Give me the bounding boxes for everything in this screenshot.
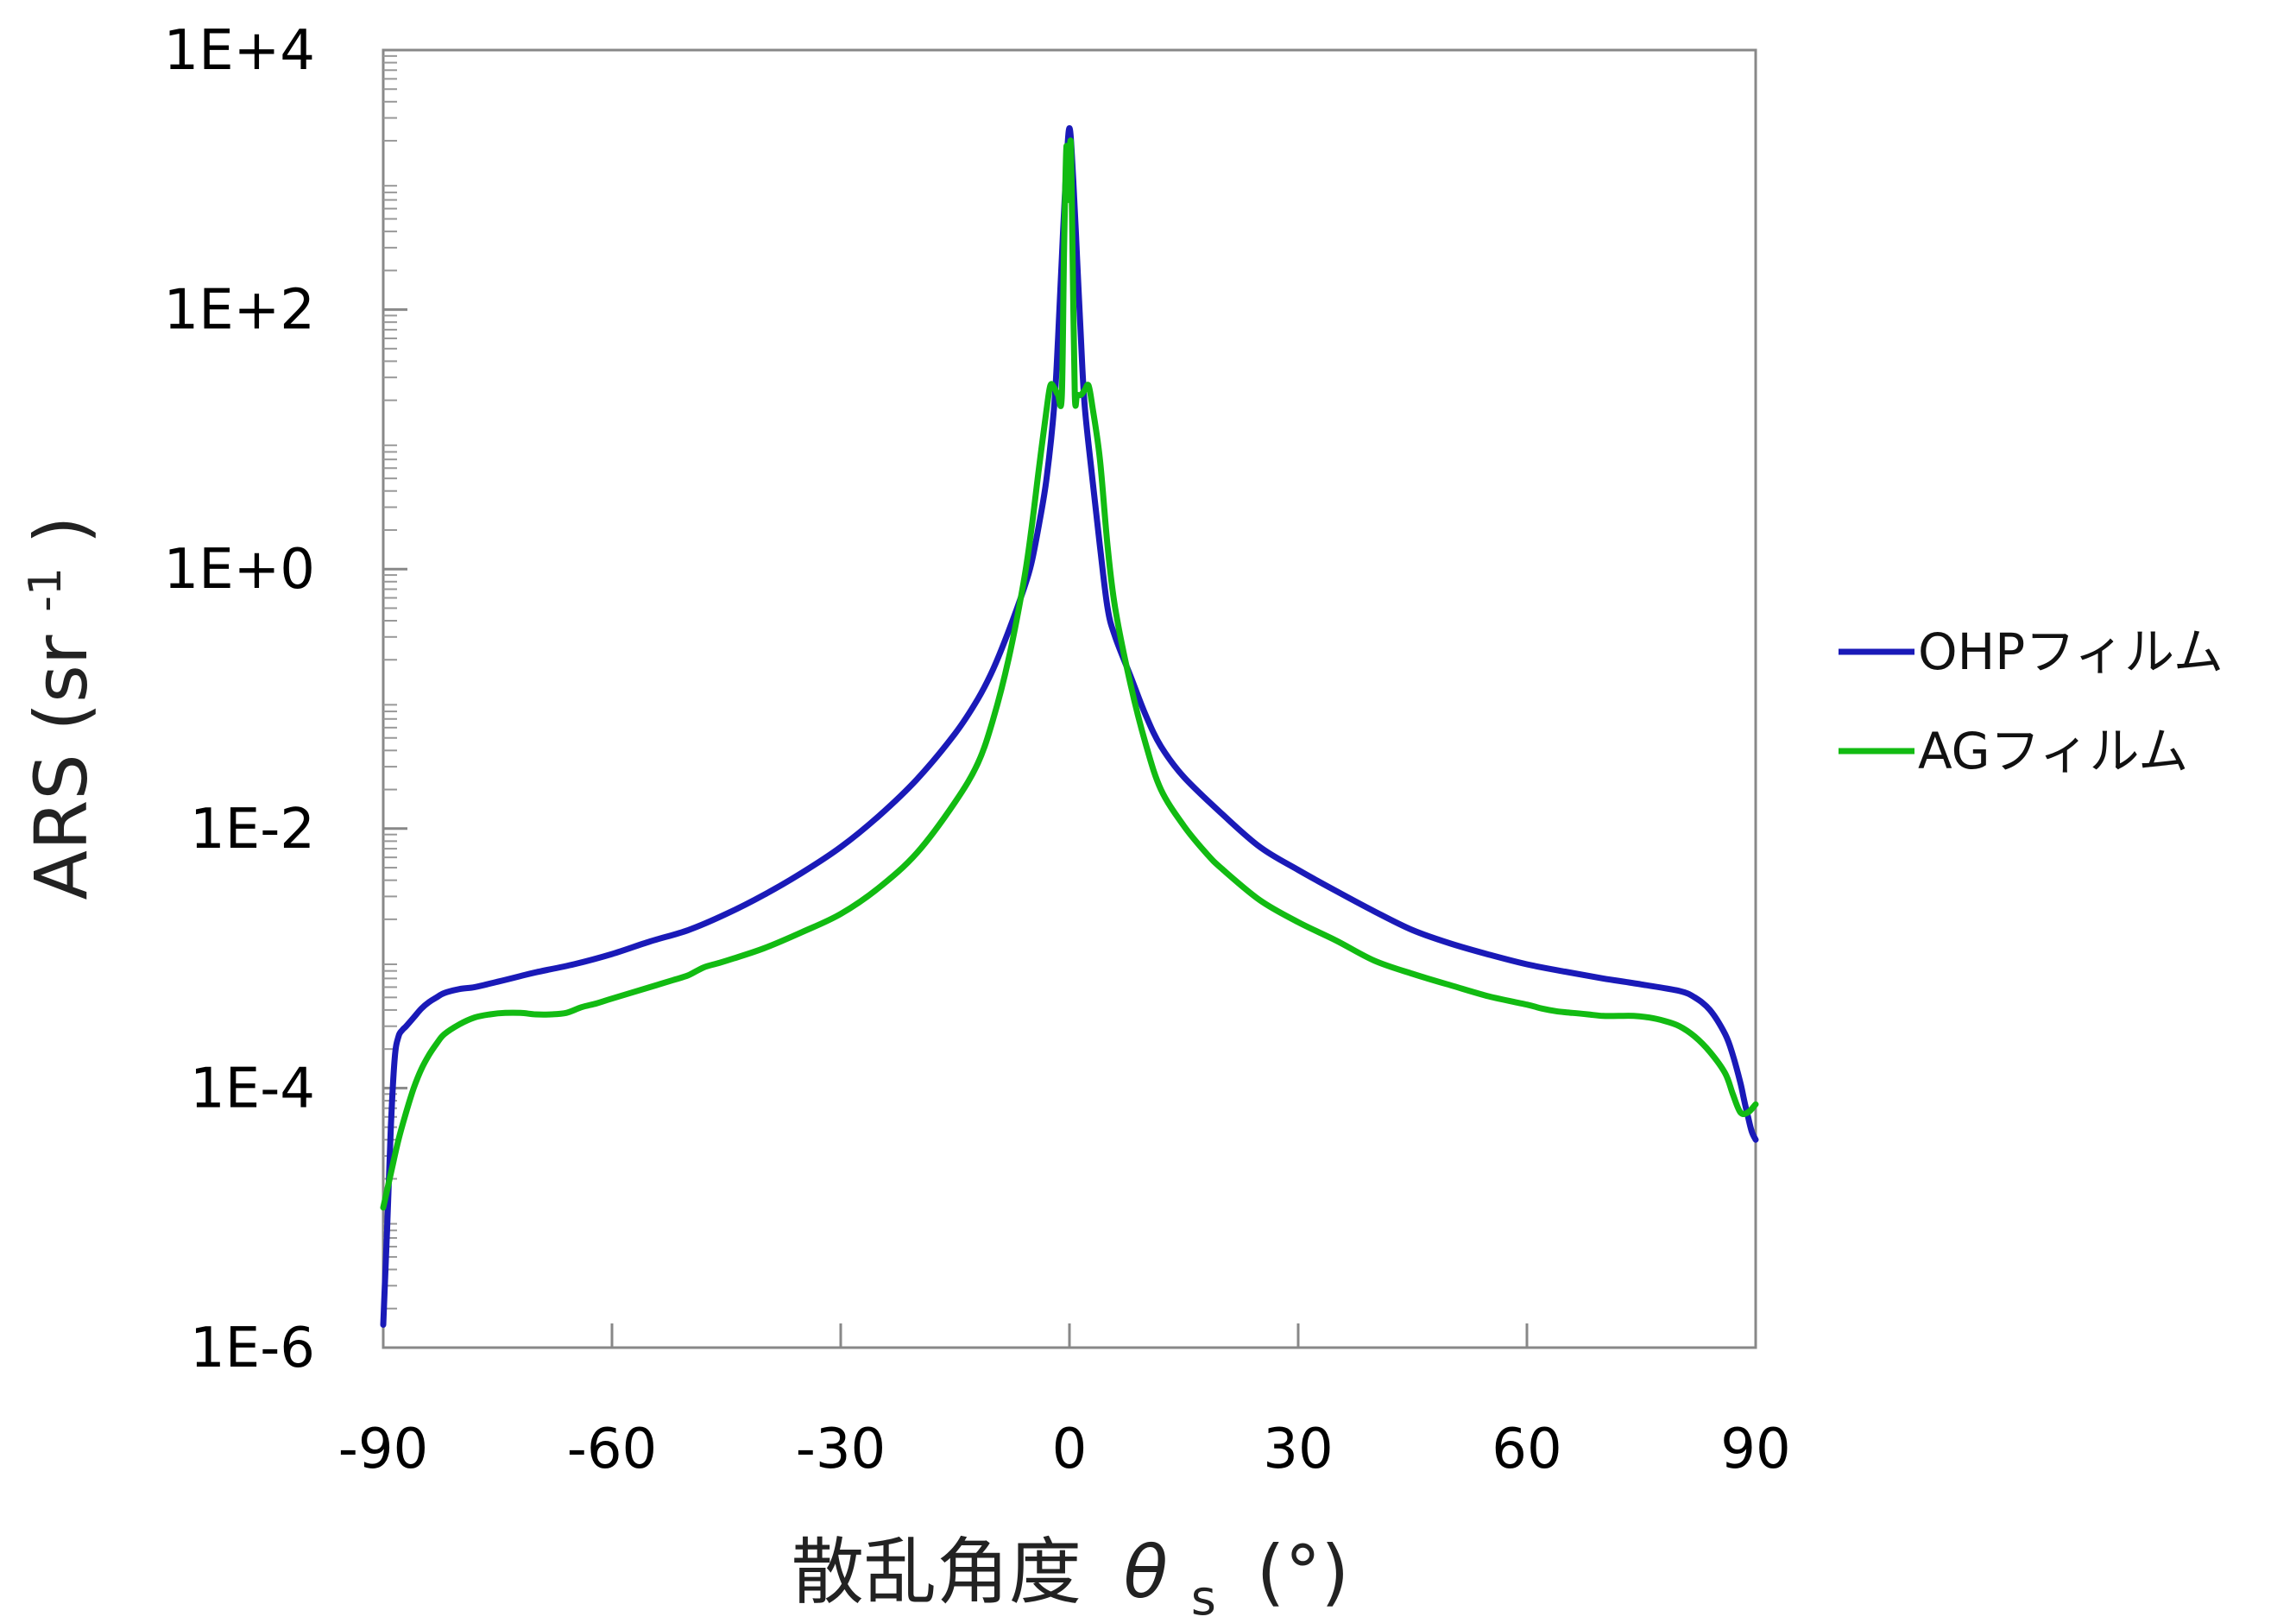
x-axis-title: 散乱角度 θ s (°) <box>792 1530 1349 1623</box>
x-axis-title-unit: (°) <box>1257 1530 1350 1614</box>
y-axis-title: ARS (sr -1 ) <box>0 516 104 900</box>
y-tick-label: 1E+2 <box>164 279 316 343</box>
x-axis-title-text: 散乱角度 <box>792 1530 1082 1614</box>
y-axis-title-sup: -1 <box>20 567 72 612</box>
x-tick-label: -90 <box>338 1418 429 1481</box>
y-tick-label: 1E+4 <box>164 19 316 83</box>
x-axis-title-symbol: θ <box>1124 1530 1168 1614</box>
series-line-ohp <box>380 125 1759 1328</box>
x-tick-label: 60 <box>1492 1418 1561 1481</box>
y-tick-label: 1E-6 <box>190 1317 315 1380</box>
y-tick-label: 1E-4 <box>190 1057 315 1121</box>
legend-label-ohp: OHPフィルム <box>1918 622 2223 681</box>
y-axis-title-text: ARS (sr <box>19 635 104 900</box>
x-ticks: -90 -60 -30 0 30 60 90 <box>338 1323 1791 1481</box>
legend: OHPフィルム AGフィルム <box>1839 622 2223 780</box>
series-line-ag <box>380 137 1759 1211</box>
x-tick-label: -30 <box>796 1418 886 1481</box>
y-tick-label: 1E-2 <box>190 798 315 862</box>
y-ticks: 1E-6 1E-4 1E-2 1E+0 1E+2 1E+4 <box>164 19 407 1380</box>
x-tick-label: 0 <box>1052 1418 1088 1481</box>
y-axis-title-close: ) <box>19 516 104 545</box>
x-tick-label: -60 <box>567 1418 658 1481</box>
x-tick-label: 30 <box>1263 1418 1333 1481</box>
legend-label-ag: AGフィルム <box>1918 722 2188 780</box>
x-axis-title-subscript: s <box>1191 1570 1216 1623</box>
y-tick-label: 1E+0 <box>164 538 316 602</box>
series-layer <box>380 125 1759 1328</box>
x-tick-label: 90 <box>1720 1418 1790 1481</box>
